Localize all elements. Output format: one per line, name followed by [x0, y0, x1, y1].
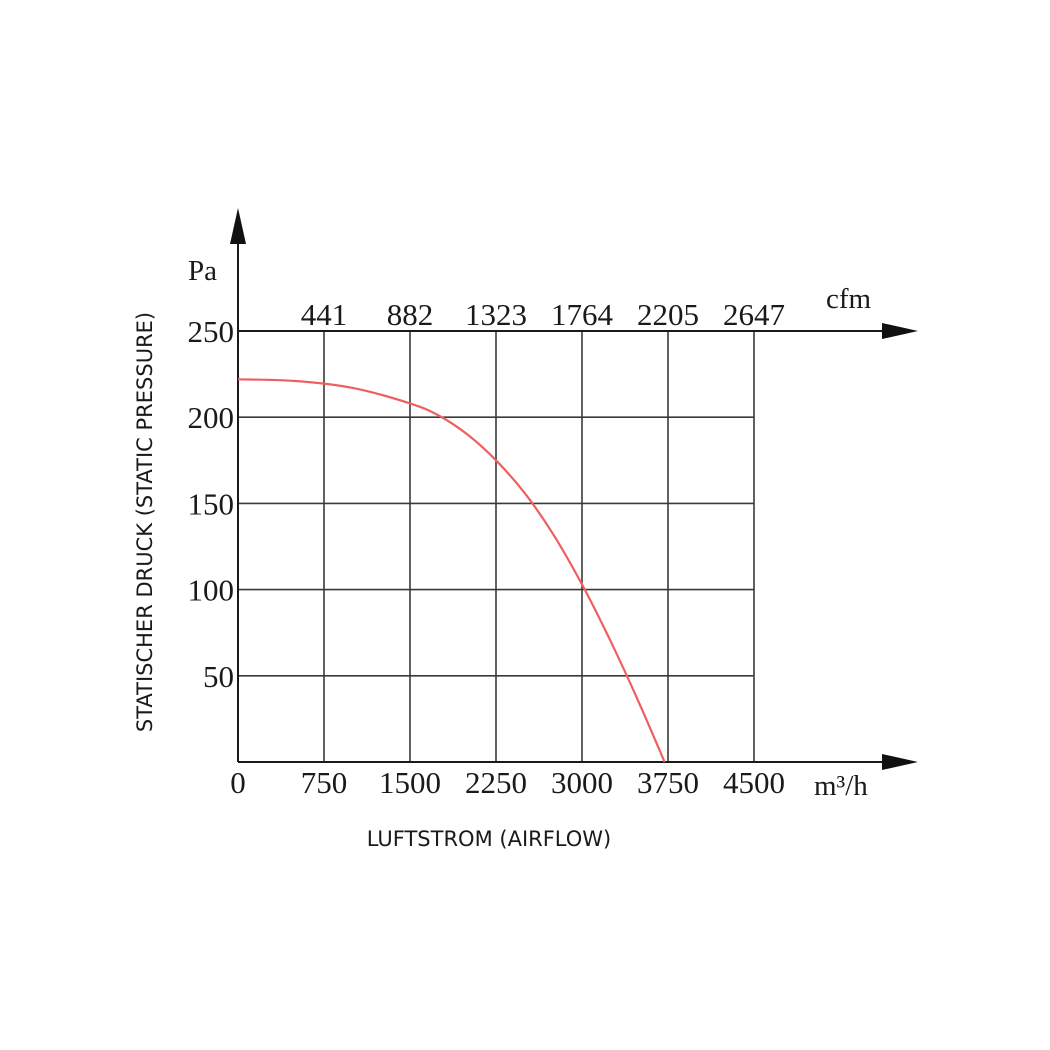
x2-tick-label: 2647: [723, 297, 785, 332]
x2-tick-label: 1764: [551, 297, 614, 332]
y-tick-label: 100: [188, 573, 235, 608]
y-axis-title: STATISCHER DRUCK (STATIC PRESSURE): [133, 312, 157, 732]
x-axis-arrow-icon: [882, 754, 918, 770]
curve-layer: [237, 378, 666, 763]
x-tick-label: 4500: [723, 765, 785, 800]
y-tick-label: 50: [203, 659, 234, 694]
x-tick-label: 3750: [637, 765, 699, 800]
y-tick-label: 200: [188, 400, 235, 435]
x-tick-label: 2250: [465, 765, 527, 800]
x-axis-title: LUFTSTROM (AIRFLOW): [367, 827, 612, 851]
labels: 250 200 150 100 50 0 750 1500 2250 3000 3750 4500 44…: [188, 297, 786, 800]
x2-tick-label: 441: [301, 297, 348, 332]
x-tick-label: 0: [230, 765, 246, 800]
grid: [238, 331, 755, 762]
x2-tick-label: 882: [387, 297, 434, 332]
x2-axis-arrow-icon: [882, 323, 918, 339]
x-tick-label: 3000: [551, 765, 613, 800]
y-unit-label: Pa: [188, 255, 217, 287]
y-axis-arrow-icon: [230, 208, 246, 244]
x2-tick-label: 2205: [637, 297, 699, 332]
y-tick-label: 150: [188, 486, 235, 521]
pressure-curve-line: [237, 378, 666, 763]
x2-unit-label: cfm: [826, 283, 872, 315]
x-unit-label: m³/h: [814, 770, 868, 802]
x-tick-label: 750: [301, 765, 348, 800]
y-tick-label: 250: [188, 314, 235, 349]
x-tick-label: 1500: [379, 765, 441, 800]
axes: [230, 208, 918, 770]
x2-tick-label: 1323: [465, 297, 527, 332]
